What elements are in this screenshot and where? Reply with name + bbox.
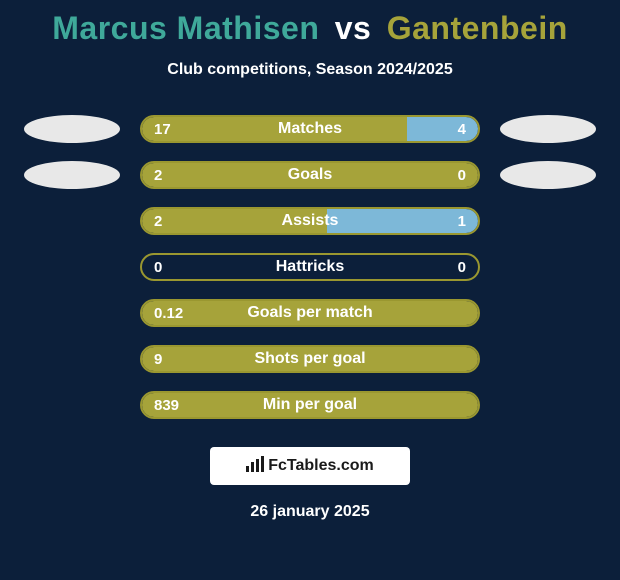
stat-label: Min per goal bbox=[142, 393, 478, 417]
spacer bbox=[24, 391, 120, 419]
stat-label: Matches bbox=[142, 117, 478, 141]
stat-row: 0.12Goals per match bbox=[0, 299, 620, 327]
stat-bar: 839Min per goal bbox=[140, 391, 480, 419]
chart-icon bbox=[246, 456, 264, 477]
player2-badge bbox=[500, 115, 596, 143]
stat-label: Goals per match bbox=[142, 301, 478, 325]
stat-label: Goals bbox=[142, 163, 478, 187]
comparison-card: Marcus Mathisen vs Gantenbein Club compe… bbox=[0, 0, 620, 580]
logo-text: FcTables.com bbox=[268, 457, 374, 475]
stat-bar: 21Assists bbox=[140, 207, 480, 235]
player2-badge bbox=[500, 161, 596, 189]
player1-name: Marcus Mathisen bbox=[52, 10, 319, 46]
stat-row: 20Goals bbox=[0, 161, 620, 189]
stat-row: 839Min per goal bbox=[0, 391, 620, 419]
page-title: Marcus Mathisen vs Gantenbein bbox=[0, 0, 620, 47]
stat-bar: 174Matches bbox=[140, 115, 480, 143]
stat-label: Shots per goal bbox=[142, 347, 478, 371]
spacer bbox=[24, 253, 120, 281]
stat-bar: 0.12Goals per match bbox=[140, 299, 480, 327]
player1-badge bbox=[24, 161, 120, 189]
spacer bbox=[500, 253, 596, 281]
player2-name: Gantenbein bbox=[387, 10, 568, 46]
stat-bar: 20Goals bbox=[140, 161, 480, 189]
stat-row: 00Hattricks bbox=[0, 253, 620, 281]
stat-label: Assists bbox=[142, 209, 478, 233]
spacer bbox=[500, 391, 596, 419]
stat-bar: 00Hattricks bbox=[140, 253, 480, 281]
spacer bbox=[500, 345, 596, 373]
vs-label: vs bbox=[335, 10, 372, 46]
spacer bbox=[24, 345, 120, 373]
spacer bbox=[500, 207, 596, 235]
source-logo: FcTables.com bbox=[210, 447, 410, 485]
stat-row: 21Assists bbox=[0, 207, 620, 235]
stat-bar: 9Shots per goal bbox=[140, 345, 480, 373]
stat-row: 174Matches bbox=[0, 115, 620, 143]
stat-row: 9Shots per goal bbox=[0, 345, 620, 373]
stats-list: 174Matches 20Goals 21Assists 00Hattricks 0.1… bbox=[0, 115, 620, 419]
spacer bbox=[500, 299, 596, 327]
date-label: 26 january 2025 bbox=[0, 503, 620, 521]
stat-label: Hattricks bbox=[142, 255, 478, 279]
player1-badge bbox=[24, 115, 120, 143]
spacer bbox=[24, 299, 120, 327]
spacer bbox=[24, 207, 120, 235]
subtitle: Club competitions, Season 2024/2025 bbox=[0, 61, 620, 79]
